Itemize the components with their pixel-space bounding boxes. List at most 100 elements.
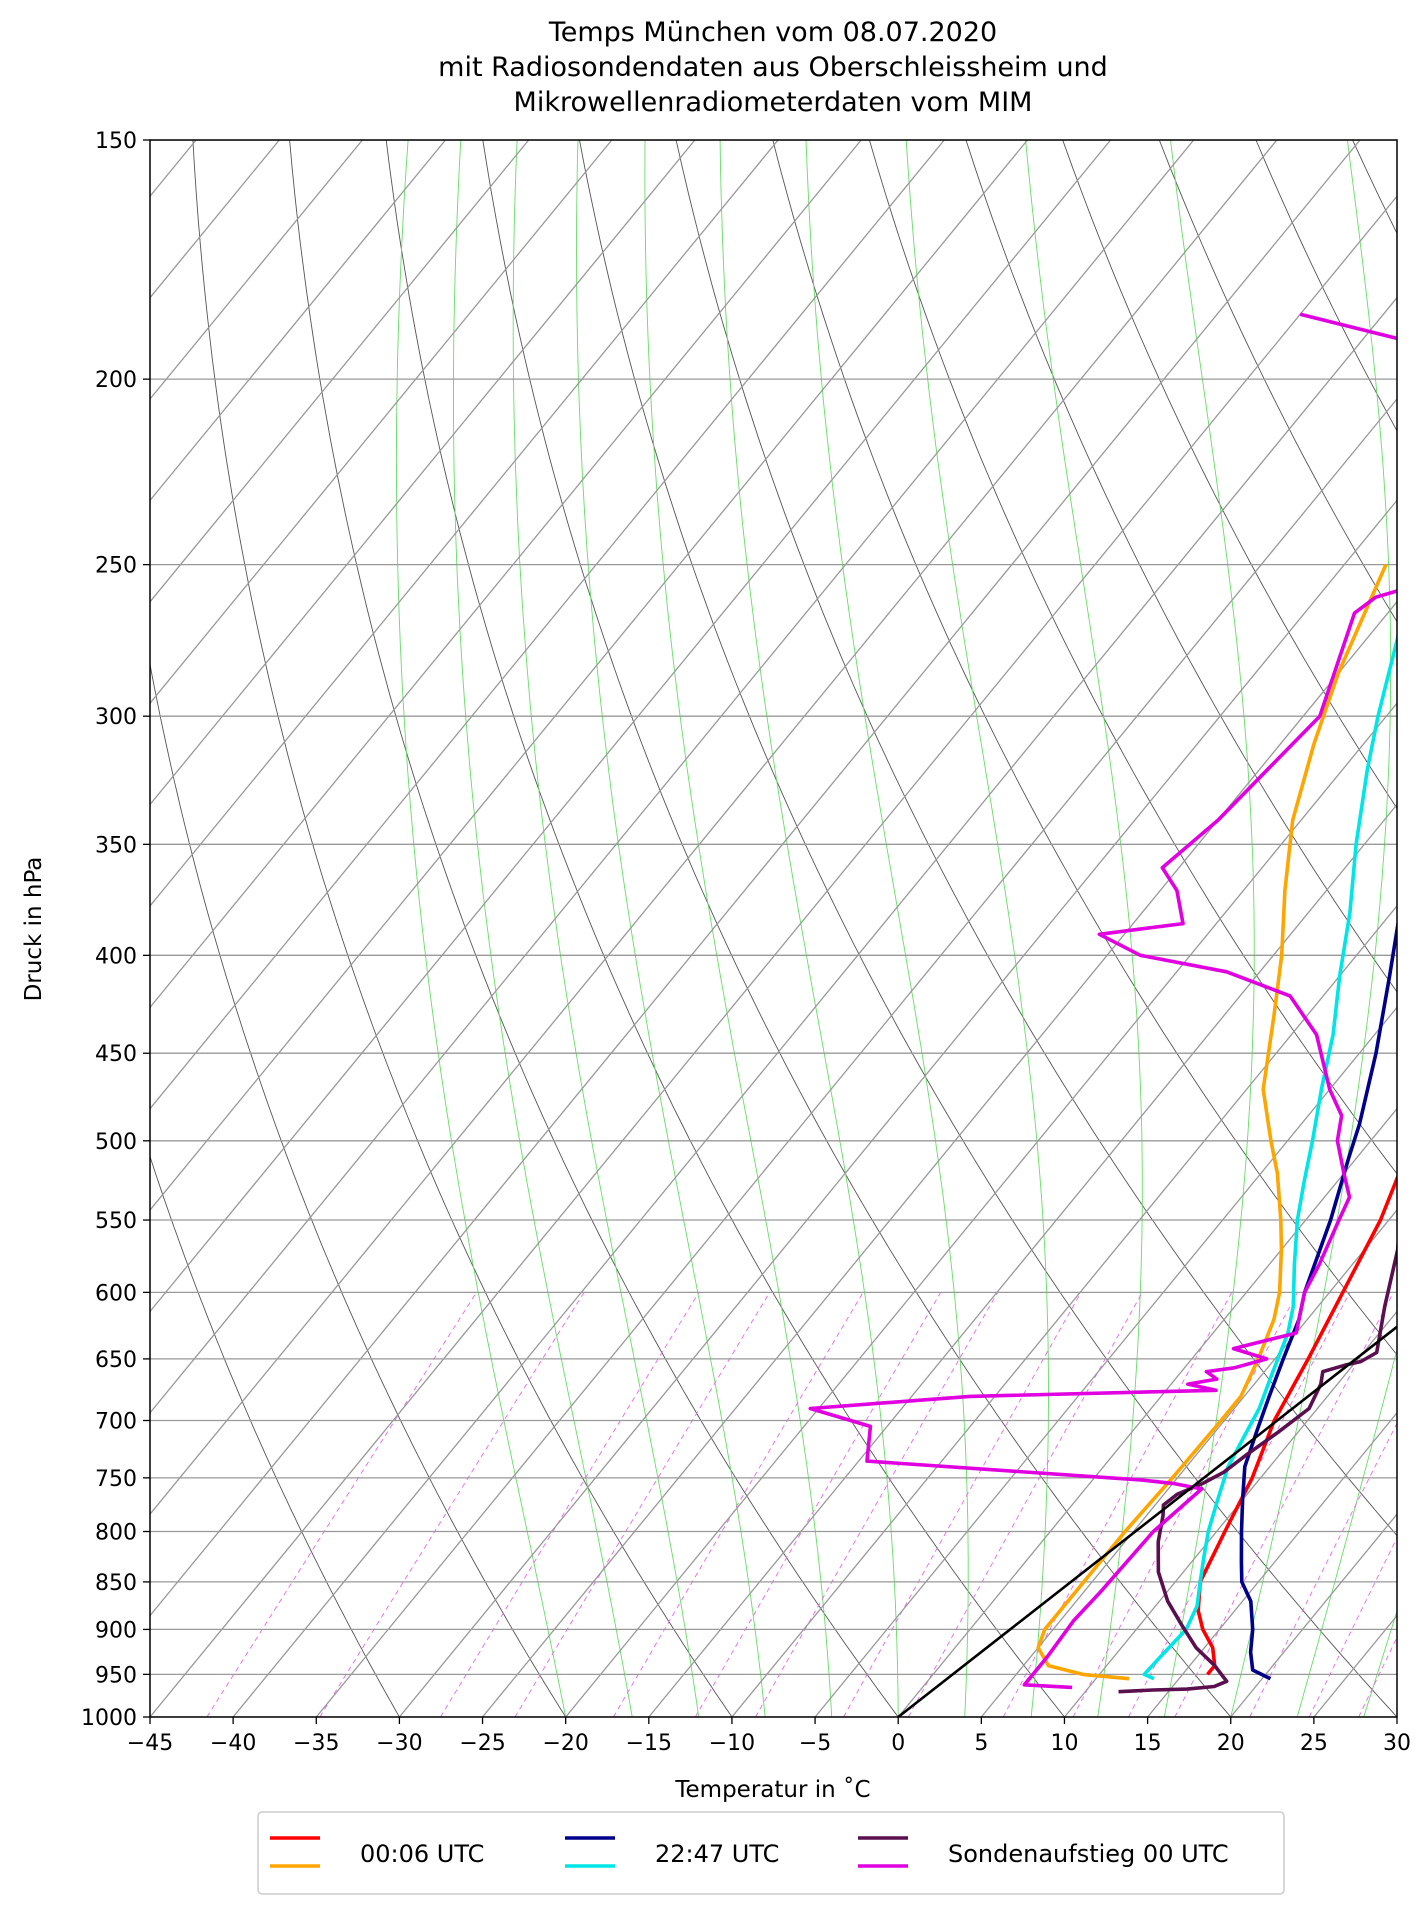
x-axis: −45 −40 −35 −30 −25 −20 −15 −10 −5 0 5 10 15 20 25 30 [127, 1717, 1411, 1756]
y-tick-label: 750 [95, 1467, 137, 1492]
x-axis-label: Temperatur in ˚C [674, 1776, 870, 1803]
dry-adiabat [965, 140, 1397, 993]
mixing-ratio-line [843, 1292, 1082, 1717]
y-tick-label: 850 [95, 1571, 137, 1596]
mixing-ratio-line [613, 1292, 864, 1717]
y-axis-label: Druck in hPa [21, 857, 47, 1002]
isotherm [731, 904, 1397, 1717]
series-line-3 [1239, 918, 1397, 1681]
y-tick-label: 800 [95, 1521, 137, 1546]
y-tick-label: 450 [95, 1042, 137, 1067]
dry-adiabat [150, 1155, 400, 1717]
x-tick-label: 15 [1134, 1731, 1162, 1756]
isotherm [150, 140, 1278, 1516]
x-tick-label: 0 [891, 1731, 905, 1756]
isotherm [398, 499, 1397, 1717]
x-tick-label: −5 [799, 1731, 831, 1756]
y-tick-label: 700 [95, 1410, 137, 1435]
x-tick-label: −10 [709, 1731, 755, 1756]
x-tick-label: −30 [376, 1731, 422, 1756]
x-tick-label: −25 [459, 1731, 505, 1756]
series-line-2 [1036, 563, 1388, 1681]
isotherm [315, 398, 1397, 1717]
y-tick-label: 650 [95, 1348, 137, 1373]
isotherm [150, 195, 1397, 1717]
moist-adiabat [644, 140, 833, 1717]
isotherm [980, 1209, 1397, 1717]
dry-adiabat [868, 140, 1397, 1175]
isotherm [150, 140, 696, 806]
series-line-5 [1118, 1235, 1397, 1694]
isotherm [150, 140, 1361, 1617]
chart-title-line-3: Mikrowellenradiometerdaten vom MIM [514, 87, 1033, 118]
y-tick-label: 500 [95, 1130, 137, 1155]
x-tick-label: 25 [1300, 1731, 1328, 1756]
isotherm [814, 1006, 1397, 1717]
chart-title-line-2: mit Radiosondendaten aus Oberschleisshei… [438, 52, 1108, 83]
x-tick-label: 30 [1383, 1731, 1411, 1756]
y-tick-label: 400 [95, 944, 137, 969]
isotherm [150, 140, 862, 1009]
isotherm [150, 140, 1195, 1414]
x-tick-label: −15 [626, 1731, 672, 1756]
series-line-7 [897, 1325, 1397, 1717]
isotherm [150, 140, 530, 603]
series-line-1 [1196, 1173, 1397, 1676]
x-tick-label: −20 [542, 1731, 588, 1756]
isotherm [150, 140, 1112, 1313]
moist-adiabat [512, 140, 700, 1717]
x-tick-label: 5 [974, 1731, 988, 1756]
isotherm [1063, 1310, 1397, 1717]
isotherm [897, 1107, 1397, 1717]
grid-lines [150, 140, 1397, 1717]
dry-adiabat [150, 662, 567, 1717]
y-tick-label: 900 [95, 1618, 137, 1643]
moist-adiabat [1025, 140, 1143, 1717]
isotherm [648, 803, 1397, 1717]
moist-adiabat [1296, 1347, 1397, 1717]
dry-adiabat [675, 140, 1397, 1537]
x-tick-label: 20 [1217, 1731, 1245, 1756]
mixing-ratio-line [755, 1292, 999, 1717]
x-tick-label: −35 [293, 1731, 339, 1756]
isotherm [150, 140, 779, 907]
plot-frame [149, 139, 1398, 1718]
series-line-4 [1142, 633, 1397, 1681]
isotherm [150, 140, 613, 705]
moist-adiabat [1230, 140, 1392, 1717]
y-tick-label: 600 [95, 1281, 137, 1306]
x-tick-label: −45 [127, 1731, 173, 1756]
legend-frame [257, 1811, 1285, 1895]
moist-adiabat [576, 140, 766, 1717]
moist-adiabat [805, 140, 969, 1717]
isotherm [481, 600, 1397, 1717]
chart-title: Temps München vom 08.07.2020 mit Radioson… [438, 17, 1108, 118]
y-tick-label: 950 [95, 1663, 137, 1688]
mixing-ratio-line [694, 1292, 942, 1717]
moist-adiabat [905, 140, 1049, 1717]
legend-label: 00:06 UTC [360, 1840, 484, 1868]
moist-adiabat [1163, 140, 1255, 1717]
isotherm [232, 296, 1397, 1717]
isotherm [150, 140, 1029, 1212]
chart-title-line-1: Temps München vom 08.07.2020 [548, 17, 997, 48]
y-tick-label: 200 [95, 368, 137, 393]
mixing-ratio-line [1358, 1636, 1397, 1717]
moist-adiabat [453, 140, 633, 1717]
isotherm [1147, 1411, 1397, 1717]
y-tick-label: 550 [95, 1209, 137, 1234]
y-tick-label: 250 [95, 554, 137, 579]
series-line-6 [808, 312, 1397, 1690]
x-tick-label: −40 [210, 1731, 256, 1756]
legend-label: 22:47 UTC [655, 1840, 779, 1868]
y-tick-label: 300 [95, 705, 137, 730]
dry-adiabat [772, 140, 1397, 1356]
dry-adiabat [385, 140, 1065, 1717]
dry-adiabat [192, 140, 733, 1717]
y-axis: 150 200 250 300 350 400 450 500 550 600 650 700 750 8… [81, 129, 150, 1731]
y-tick-label: 150 [95, 129, 137, 154]
legend-label: Sondenaufstieg 00 UTC [948, 1840, 1229, 1868]
mixing-ratio-line [1308, 1536, 1397, 1717]
